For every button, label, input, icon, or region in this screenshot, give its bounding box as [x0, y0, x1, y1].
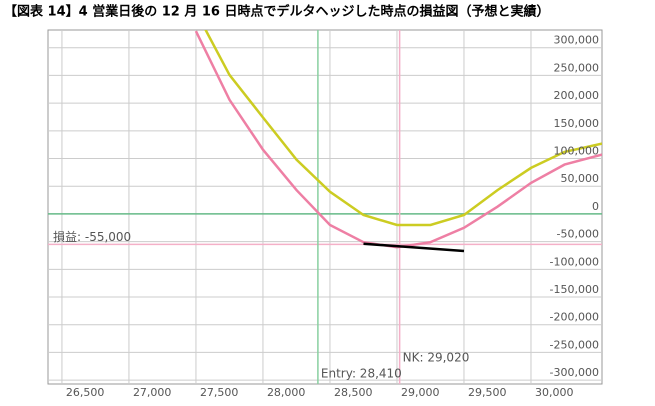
- y-tick-label: -250,000: [550, 338, 599, 351]
- y-tick-label: 200,000: [554, 89, 600, 102]
- x-tick-label: 29,500: [468, 386, 507, 399]
- y-tick-label: 250,000: [554, 61, 600, 74]
- plot: [48, 30, 602, 384]
- x-tick-label: 27,000: [133, 386, 172, 399]
- y-tick-label: 50,000: [561, 172, 600, 185]
- x-tick-label: 26,500: [66, 386, 105, 399]
- reference-label: NK: 29,020: [403, 351, 470, 365]
- series-line: [363, 242, 465, 253]
- labels: 26,500 27,000 27,500 28,000 28,500 29,000 29,5…: [53, 34, 599, 399]
- reference-label: 損益: -55,000: [53, 229, 131, 244]
- x-tick-label: 30,000: [535, 386, 574, 399]
- plot-area: [47, 29, 603, 385]
- x-tick-label: 27,500: [200, 386, 239, 399]
- y-tick-label: -200,000: [550, 311, 599, 324]
- y-tick-label: 150,000: [554, 117, 600, 130]
- y-tick-label: 100,000: [554, 145, 600, 158]
- x-tick-label: 28,500: [334, 386, 373, 399]
- y-tick-label: 300,000: [554, 34, 600, 47]
- chart-title: 【図表 14】4 営業日後の 12 月 16 日時点でデルタヘッジした時点の損益…: [4, 4, 549, 20]
- y-tick-label: 0: [592, 200, 599, 213]
- series-line: [204, 30, 602, 227]
- y-tick-label: -150,000: [550, 283, 599, 296]
- x-tick-label: 29,000: [401, 386, 440, 399]
- x-tick-label: 28,000: [267, 386, 306, 399]
- y-tick-label: -50,000: [557, 228, 599, 241]
- y-tick-label: -300,000: [550, 366, 599, 379]
- reference-label: Entry: 28,410: [321, 367, 402, 381]
- y-tick-label: -100,000: [550, 255, 599, 268]
